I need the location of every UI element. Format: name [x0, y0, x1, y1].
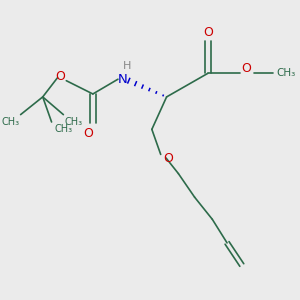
- Text: O: O: [203, 26, 213, 38]
- Text: O: O: [83, 127, 93, 140]
- Text: O: O: [56, 70, 65, 83]
- Text: CH₃: CH₃: [276, 68, 296, 78]
- Text: H: H: [123, 61, 131, 71]
- Text: O: O: [241, 62, 251, 75]
- Text: N: N: [118, 73, 127, 86]
- Text: CH₃: CH₃: [54, 124, 72, 134]
- Text: O: O: [163, 152, 173, 165]
- Text: CH₃: CH₃: [64, 117, 83, 127]
- Text: CH₃: CH₃: [1, 117, 19, 127]
